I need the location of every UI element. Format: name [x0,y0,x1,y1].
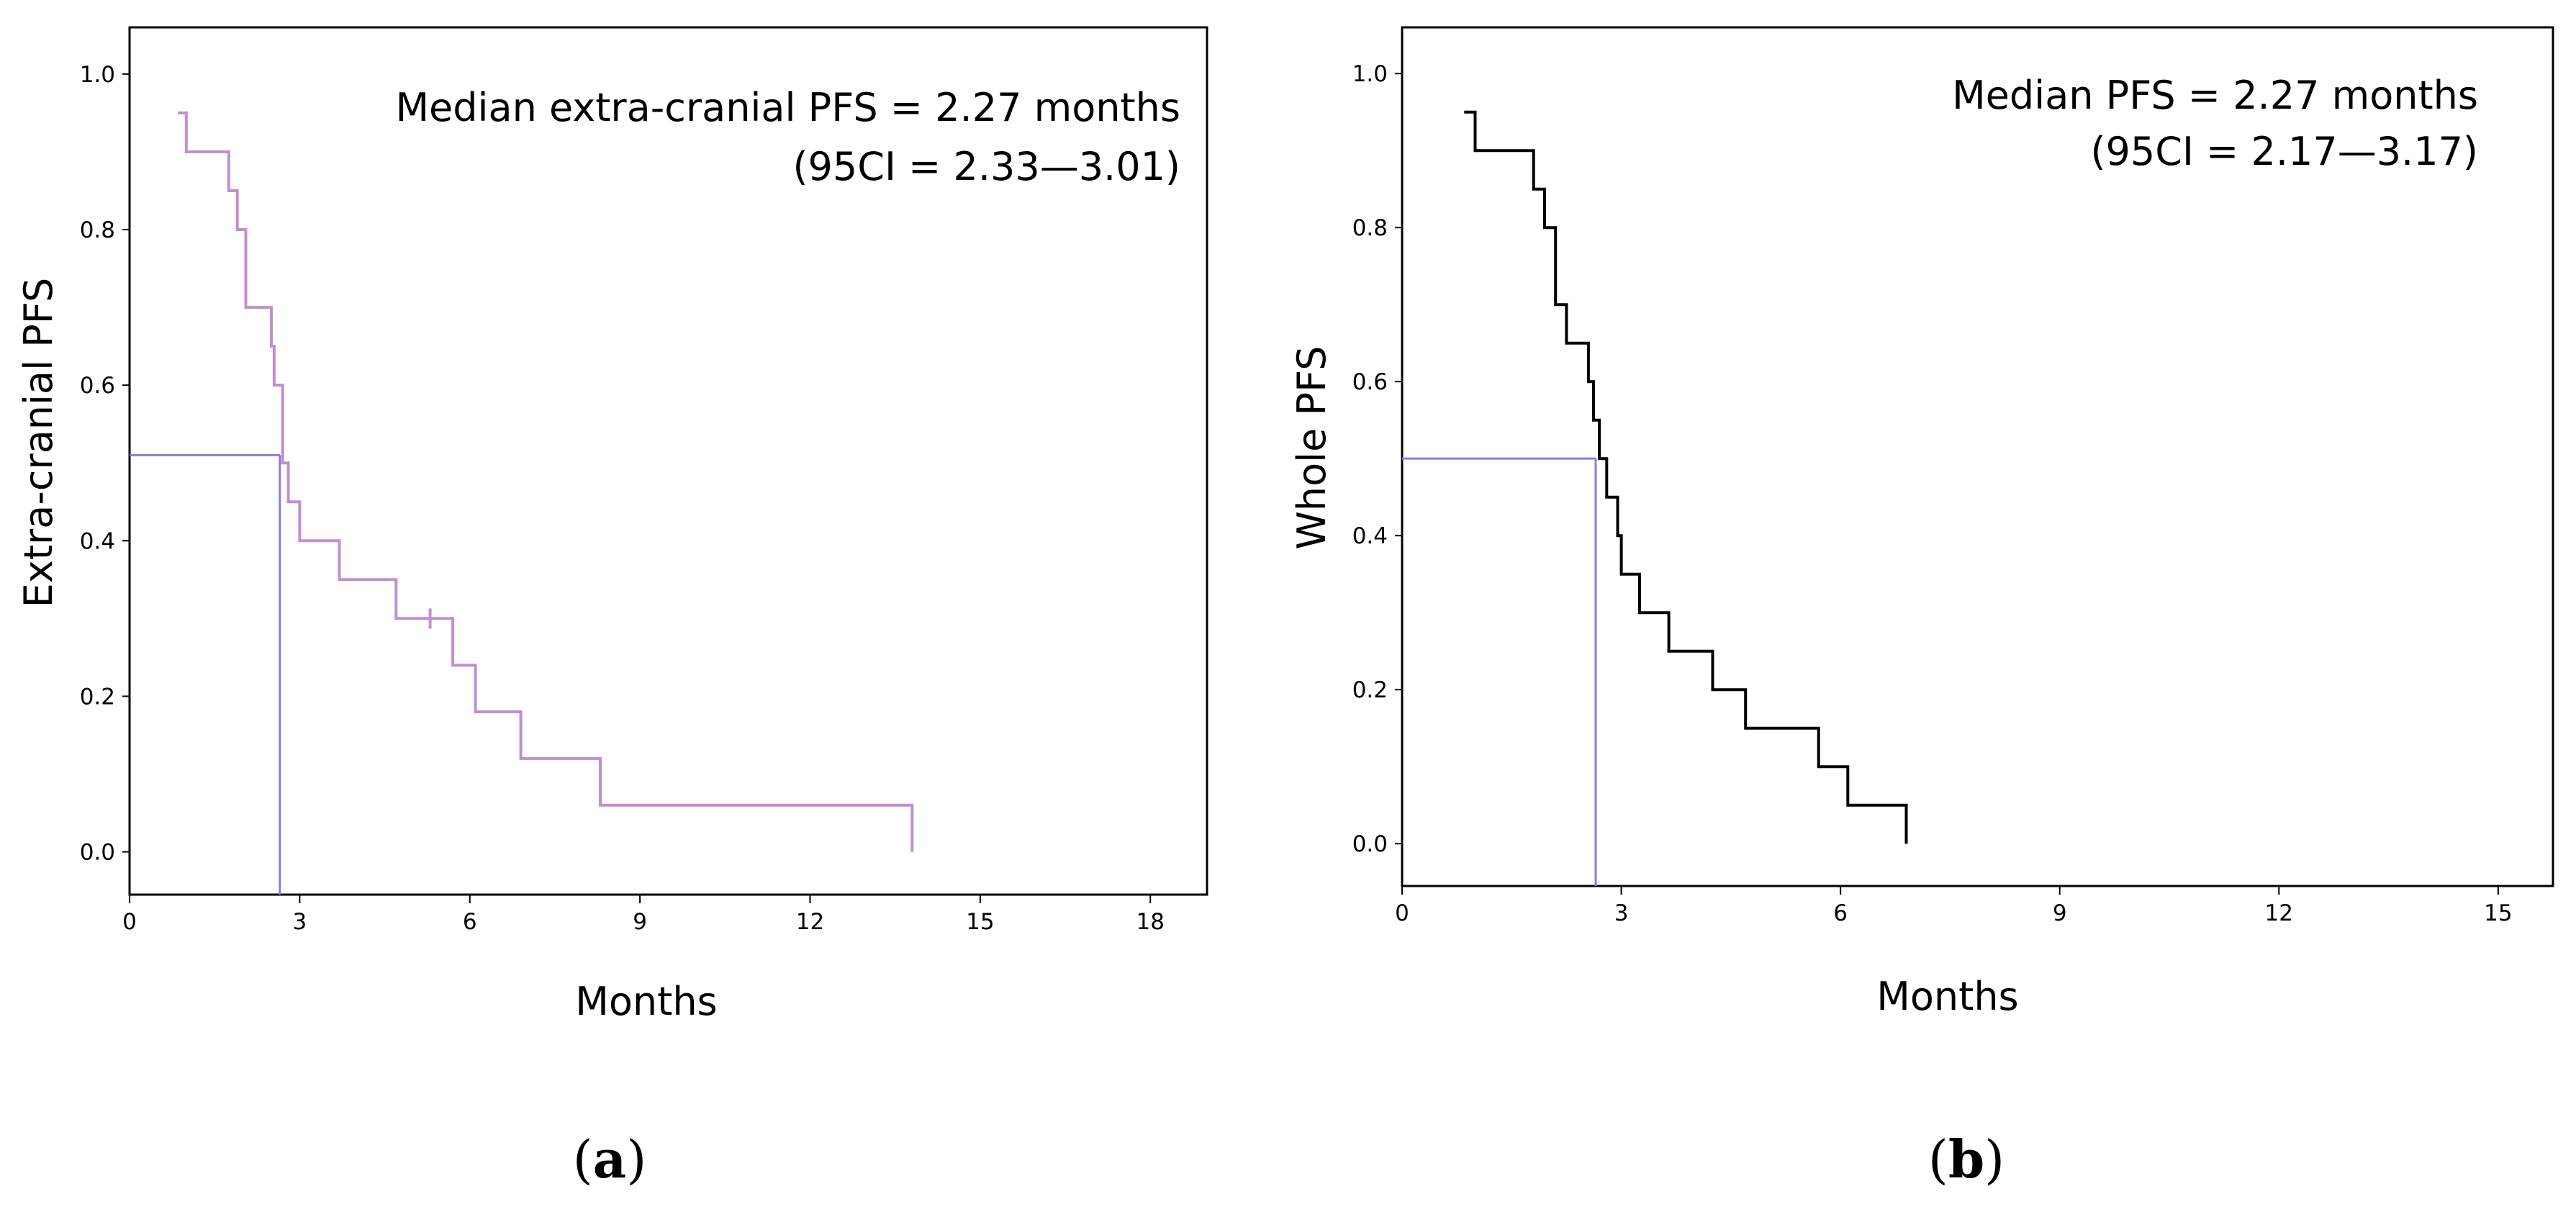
x-tick-label-a: 0 [122,909,137,935]
y-tick-label-a: 0.8 [80,217,115,243]
plot-frame-b [1401,26,2554,887]
median-marker-a [130,453,281,895]
x-tick-label-a: 9 [633,909,647,935]
plot-frame-a [128,26,1208,896]
panel-b: 0 3 6 9 12 15 0.0 0.2 0.4 0.6 0.8 1.0 Median PFS = … [1289,26,2554,1190]
y-tick-label-a: 1.0 [80,62,115,88]
y-axis-title-a: Extra-cranial PFS [16,278,61,607]
tick-group-a: 0 3 6 9 12 15 18 0.0 0.2 0.4 0.6 0.8 1.0 [80,62,1165,935]
panel-label-b: (b) [1928,1129,2005,1190]
x-axis-title-b: Months [1876,974,2018,1019]
annotation-line1-b: Median PFS = 2.27 months [1952,73,2478,118]
y-tick-label-b: 0.6 [1352,369,1388,395]
x-tick-label-b: 15 [2484,900,2512,926]
tick-group-b: 0 3 6 9 12 15 0.0 0.2 0.4 0.6 0.8 1.0 [1352,61,2513,926]
x-tick-label-a: 12 [796,909,824,935]
x-tick-label-b: 0 [1395,900,1409,926]
panel-label-letter-a: a [593,1129,627,1190]
x-tick-label-b: 3 [1614,900,1629,926]
panel-label-close-a: ) [626,1129,646,1190]
panel-a: 0 3 6 9 12 15 18 0.0 0.2 0.4 0.6 0.8 1.0 Median extr… [16,26,1208,1190]
survival-curve-b [1464,110,1908,844]
y-tick-label-b: 0.4 [1352,523,1388,549]
y-tick-label-a: 0.0 [80,840,115,866]
y-tick-label-a: 0.6 [80,373,115,399]
y-axis-title-b: Whole PFS [1289,346,1334,550]
y-tick-label-a: 0.2 [80,684,115,710]
x-tick-label-b: 12 [2265,900,2293,926]
x-tick-label-a: 15 [966,909,994,935]
panel-label-a: (a) [573,1129,647,1190]
median-marker-b [1402,457,1597,886]
y-tick-label-b: 0.0 [1352,831,1388,857]
panel-label-close-b: ) [1984,1129,2005,1190]
x-tick-label-b: 9 [2053,900,2067,926]
x-axis-title-a: Months [575,979,717,1024]
panel-label-open-b: ( [1928,1129,1948,1190]
annotation-line1-a: Median extra-cranial PFS = 2.27 months [395,85,1180,130]
y-tick-label-b: 0.2 [1352,677,1388,703]
annotation-line2-b: (95CI = 2.17—3.17) [2090,129,2478,174]
x-tick-label-b: 6 [1833,900,1848,926]
y-tick-label-a: 0.4 [80,528,115,554]
x-tick-label-a: 6 [463,909,477,935]
y-tick-label-b: 1.0 [1352,61,1388,87]
survival-curve-a [178,111,914,852]
x-tick-label-a: 18 [1136,909,1164,935]
annotation-line2-a: (95CI = 2.33—3.01) [792,144,1180,189]
x-tick-label-a: 3 [293,909,307,935]
panel-label-open-a: ( [573,1129,593,1190]
panel-label-letter-b: b [1948,1129,1984,1190]
y-tick-label-b: 0.8 [1352,215,1388,241]
